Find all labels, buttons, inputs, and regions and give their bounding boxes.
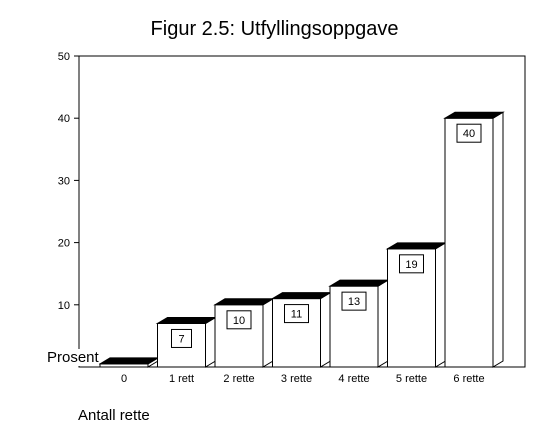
- data-label-4: 13: [348, 296, 360, 308]
- category-label-6: 6 rette: [453, 373, 484, 385]
- data-label-box-6: [456, 123, 482, 143]
- category-label-5: 5 rette: [396, 373, 427, 385]
- bar-side-6: [492, 111, 504, 368]
- bar-side-5: [435, 241, 446, 368]
- bar-top-0: [98, 357, 160, 365]
- data-label-box-4: [341, 291, 367, 311]
- y-tick-label-1: 20: [58, 238, 70, 250]
- y-tick-label-3: 40: [58, 113, 70, 125]
- y-axis-label: Prosent: [47, 349, 99, 366]
- bar-side-1: [205, 316, 216, 368]
- y-tick-label-0: 10: [58, 300, 70, 312]
- bar-6: [444, 117, 494, 368]
- bar-top-5: [385, 242, 448, 250]
- data-label-6: 40: [463, 128, 475, 140]
- bar-top-4: [328, 279, 390, 287]
- data-label-2: 10: [233, 315, 245, 327]
- chart-title: Figur 2.5: Utfyllingsoppgave: [150, 18, 399, 40]
- bar-side-4: [377, 279, 389, 368]
- data-label-box-3: [284, 304, 309, 324]
- data-label-box-5: [399, 254, 424, 274]
- category-label-3: 3 rette: [281, 373, 312, 385]
- bar-top-1: [155, 316, 218, 324]
- bar-top-2: [213, 298, 275, 306]
- bar-side-2: [262, 297, 274, 368]
- data-label-3: 11: [291, 309, 302, 321]
- y-tick-label-2: 30: [58, 175, 70, 187]
- bar-top-6: [443, 111, 505, 119]
- data-label-1: 7: [178, 333, 184, 345]
- category-label-1: 1 rett: [169, 373, 194, 385]
- category-label-0: 0: [121, 373, 127, 385]
- bar-side-3: [320, 291, 331, 368]
- y-tick-label-4: 50: [58, 51, 70, 63]
- category-label-2: 2 rette: [223, 373, 254, 385]
- data-label-5: 19: [405, 259, 417, 271]
- x-axis-label: Antall rette: [78, 407, 150, 424]
- data-label-box-1: [171, 328, 192, 348]
- bar-top-3: [270, 292, 333, 300]
- data-label-box-2: [226, 310, 252, 330]
- category-label-4: 4 rette: [338, 373, 369, 385]
